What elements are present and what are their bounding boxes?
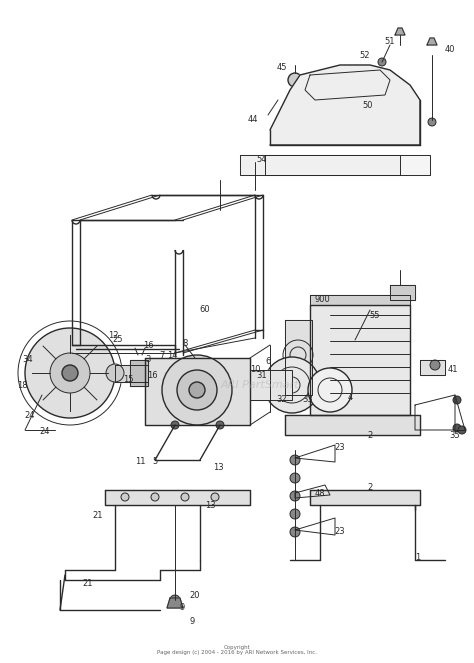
Text: 11: 11 <box>135 457 145 467</box>
Polygon shape <box>427 38 437 45</box>
Text: 9: 9 <box>190 617 195 627</box>
Text: 40: 40 <box>445 46 455 54</box>
Text: 14: 14 <box>167 351 177 359</box>
Text: 31: 31 <box>257 371 267 379</box>
Text: 20: 20 <box>190 591 200 599</box>
Text: 16: 16 <box>143 341 153 349</box>
Text: 13: 13 <box>205 501 215 509</box>
Text: 16: 16 <box>146 371 157 379</box>
Polygon shape <box>240 155 400 175</box>
Circle shape <box>378 58 386 66</box>
Polygon shape <box>265 155 430 175</box>
Circle shape <box>211 493 219 501</box>
Polygon shape <box>420 360 445 375</box>
Text: ARI PartSmart: ARI PartSmart <box>221 380 299 390</box>
Text: 12: 12 <box>108 330 118 339</box>
Circle shape <box>62 365 78 381</box>
Polygon shape <box>285 415 420 435</box>
Polygon shape <box>145 358 250 425</box>
Text: 15: 15 <box>123 375 133 385</box>
Text: 6: 6 <box>265 357 271 367</box>
Polygon shape <box>105 490 250 505</box>
Circle shape <box>151 493 159 501</box>
Text: 23: 23 <box>335 442 346 452</box>
Polygon shape <box>167 598 183 608</box>
Circle shape <box>189 382 205 398</box>
Text: 48: 48 <box>315 489 325 497</box>
Text: 3: 3 <box>146 355 151 365</box>
Circle shape <box>453 396 461 404</box>
Text: 24: 24 <box>25 410 35 420</box>
Text: 54: 54 <box>257 156 267 164</box>
Text: 13: 13 <box>213 463 223 473</box>
Circle shape <box>458 426 466 434</box>
Text: 55: 55 <box>370 310 380 320</box>
Circle shape <box>430 360 440 370</box>
Text: 900: 900 <box>314 296 330 304</box>
Circle shape <box>290 491 300 501</box>
Text: 45: 45 <box>277 64 287 72</box>
Text: 44: 44 <box>248 115 258 125</box>
Polygon shape <box>310 305 410 415</box>
Polygon shape <box>250 370 292 400</box>
Text: 41: 41 <box>448 365 458 375</box>
Text: 9: 9 <box>179 603 185 613</box>
Circle shape <box>290 473 300 483</box>
Text: 2: 2 <box>367 483 373 491</box>
Text: 34: 34 <box>23 355 33 365</box>
Circle shape <box>171 421 179 429</box>
Text: 18: 18 <box>17 381 27 389</box>
Polygon shape <box>395 28 405 35</box>
Text: 7: 7 <box>159 351 164 359</box>
Polygon shape <box>390 285 415 300</box>
Circle shape <box>290 509 300 519</box>
Text: 5: 5 <box>152 457 158 467</box>
Text: 24: 24 <box>40 428 50 436</box>
Text: 8: 8 <box>182 339 188 347</box>
Circle shape <box>288 73 302 87</box>
Polygon shape <box>305 70 390 100</box>
Circle shape <box>290 455 300 465</box>
Text: 52: 52 <box>360 50 370 60</box>
Circle shape <box>308 368 352 412</box>
Text: 60: 60 <box>200 306 210 314</box>
Circle shape <box>216 421 224 429</box>
Text: 21: 21 <box>83 579 93 587</box>
Circle shape <box>428 118 436 126</box>
Polygon shape <box>115 365 148 382</box>
Circle shape <box>170 595 180 605</box>
Text: 35: 35 <box>450 430 460 440</box>
Circle shape <box>181 493 189 501</box>
Text: 4: 4 <box>347 392 353 402</box>
Circle shape <box>162 355 232 425</box>
Text: Copyright
Page design (c) 2004 - 2016 by ARI Network Services, Inc.: Copyright Page design (c) 2004 - 2016 by… <box>157 644 317 656</box>
Polygon shape <box>130 360 148 386</box>
Text: 51: 51 <box>385 38 395 46</box>
Polygon shape <box>310 295 410 305</box>
Text: 33: 33 <box>302 396 313 404</box>
Circle shape <box>177 370 217 410</box>
Circle shape <box>25 328 115 418</box>
Polygon shape <box>270 65 420 145</box>
Text: 32: 32 <box>277 396 287 404</box>
Circle shape <box>264 357 320 413</box>
Text: 23: 23 <box>335 528 346 536</box>
Circle shape <box>50 353 90 393</box>
Text: 1: 1 <box>415 554 420 562</box>
Circle shape <box>453 424 461 432</box>
Text: 25: 25 <box>113 335 123 345</box>
Circle shape <box>121 493 129 501</box>
Text: 10: 10 <box>250 365 260 375</box>
Text: 2: 2 <box>367 430 373 440</box>
Text: 21: 21 <box>93 511 103 520</box>
Circle shape <box>290 527 300 537</box>
Circle shape <box>106 364 124 382</box>
Polygon shape <box>310 490 420 505</box>
Text: 50: 50 <box>363 101 373 109</box>
Polygon shape <box>285 320 312 395</box>
